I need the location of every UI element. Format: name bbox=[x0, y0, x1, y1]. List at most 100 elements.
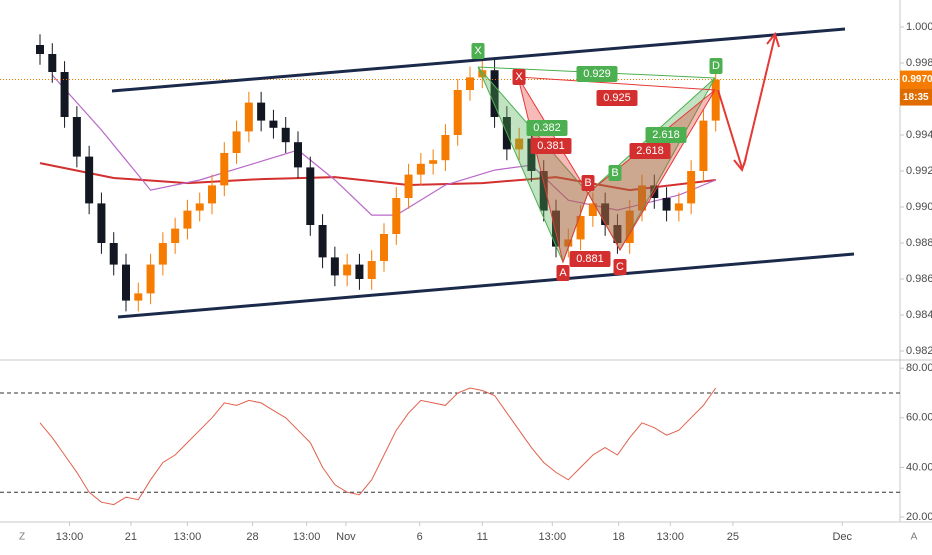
pattern-label-box bbox=[556, 265, 570, 281]
pattern-label-box bbox=[596, 90, 638, 106]
candle-body bbox=[441, 135, 450, 161]
candle-body bbox=[281, 127, 290, 143]
last-price-badge bbox=[900, 70, 932, 89]
candle-body bbox=[183, 210, 192, 229]
pattern-label-box bbox=[530, 138, 572, 154]
pattern-label: C bbox=[616, 261, 624, 273]
pattern-label: D bbox=[712, 60, 720, 72]
x-tick-label: 13:00 bbox=[656, 531, 684, 543]
pattern-label-box bbox=[629, 143, 671, 159]
y-tick-label: 0.98600 bbox=[906, 273, 932, 285]
y-tick-label: 0.99400 bbox=[906, 129, 932, 141]
candle-body bbox=[72, 117, 81, 157]
x-tick-label: 6 bbox=[417, 531, 423, 543]
candle-body bbox=[416, 163, 425, 175]
candle-body bbox=[195, 203, 204, 211]
y-tick-label: 80.00 bbox=[906, 362, 932, 374]
x-tick-label: Dec bbox=[832, 531, 852, 543]
harmonic-pattern bbox=[477, 66, 716, 264]
candle-body bbox=[625, 210, 634, 243]
candle-body bbox=[515, 138, 524, 150]
candle-body bbox=[527, 138, 536, 171]
countdown-badge bbox=[900, 88, 932, 106]
candle-body bbox=[36, 45, 44, 54]
candle-body bbox=[244, 102, 253, 132]
pattern-label: 2.618 bbox=[636, 145, 664, 157]
candle-body bbox=[343, 264, 352, 276]
channel-bottom bbox=[117, 252, 855, 319]
candle-body bbox=[158, 243, 167, 265]
price-tags: 0.99708 18:35 bbox=[900, 70, 932, 106]
y-tick-label: 40.00 bbox=[906, 461, 932, 473]
pattern-label-box bbox=[512, 69, 526, 85]
y-tick-label: 0.98800 bbox=[906, 237, 932, 249]
x-tick-label: 21 bbox=[125, 531, 137, 543]
y-tick-label: 60.00 bbox=[906, 412, 932, 424]
y-tick-label: 0.99800 bbox=[906, 57, 932, 69]
candle-body bbox=[60, 72, 69, 117]
y-tick-label: 20.00 bbox=[906, 511, 932, 523]
candle-body bbox=[171, 228, 180, 243]
arrow-head bbox=[766, 31, 780, 48]
y-tick-label: 0.99200 bbox=[906, 165, 932, 177]
scale-button[interactable]: Z bbox=[19, 532, 25, 543]
x-tick-label: 18 bbox=[613, 531, 625, 543]
candle-body bbox=[208, 185, 216, 204]
pattern-label: 0.382 bbox=[533, 122, 561, 134]
arrow-down bbox=[717, 89, 743, 169]
candle-body bbox=[134, 293, 143, 301]
arrow-up bbox=[743, 35, 776, 166]
candle-body bbox=[269, 120, 278, 128]
candle-body bbox=[638, 185, 646, 211]
candle-body bbox=[576, 216, 585, 240]
candle-body bbox=[687, 171, 696, 204]
pattern-label: A bbox=[559, 267, 567, 279]
pattern-label-box bbox=[608, 165, 622, 181]
channel-top bbox=[111, 27, 846, 93]
projection-arrows bbox=[717, 31, 780, 173]
candle-body bbox=[146, 264, 155, 294]
pattern-label: 0.881 bbox=[576, 253, 604, 265]
pattern-label-box bbox=[645, 127, 687, 143]
scale-button[interactable]: A bbox=[911, 532, 918, 543]
candle-body bbox=[97, 203, 106, 243]
candle-body bbox=[539, 171, 548, 211]
pattern-label-box bbox=[569, 251, 611, 267]
pattern-label: X bbox=[474, 45, 482, 57]
candle-body bbox=[220, 153, 229, 186]
candle-body bbox=[392, 198, 401, 234]
y-tick-label: 1.00000 bbox=[906, 21, 932, 33]
candle-body bbox=[85, 156, 94, 204]
x-tick-label: 11 bbox=[477, 531, 488, 543]
x-tick-label: 13:00 bbox=[56, 531, 84, 543]
candle-body bbox=[380, 234, 388, 261]
x-tick-label: 13:00 bbox=[539, 531, 567, 543]
y-tick-label: 0.99000 bbox=[906, 201, 932, 213]
candle-body bbox=[674, 203, 683, 211]
candle-body bbox=[404, 174, 413, 198]
candle-body bbox=[355, 264, 364, 279]
pattern-label: B bbox=[611, 167, 618, 179]
candle-body bbox=[699, 120, 708, 171]
pattern-label-box bbox=[526, 120, 568, 136]
pattern-label-box bbox=[613, 259, 627, 275]
pattern-label: 2.618 bbox=[652, 129, 680, 141]
candle-body bbox=[711, 79, 720, 121]
x-tick-label: Nov bbox=[336, 531, 356, 543]
pattern-red-xd bbox=[517, 76, 716, 91]
candle-body bbox=[367, 261, 376, 279]
pattern-label: X bbox=[515, 71, 523, 83]
pattern-label: B bbox=[584, 177, 591, 189]
candle-body bbox=[564, 239, 573, 247]
x-tick-label: 25 bbox=[727, 531, 739, 543]
pattern-label-box bbox=[471, 43, 485, 59]
pattern-label-box bbox=[576, 66, 618, 82]
candle-body bbox=[122, 264, 130, 301]
candle-body bbox=[232, 131, 241, 153]
rsi-line bbox=[39, 387, 717, 506]
candle-body bbox=[48, 54, 57, 72]
candle-body bbox=[453, 90, 462, 135]
candle-body bbox=[601, 203, 610, 225]
